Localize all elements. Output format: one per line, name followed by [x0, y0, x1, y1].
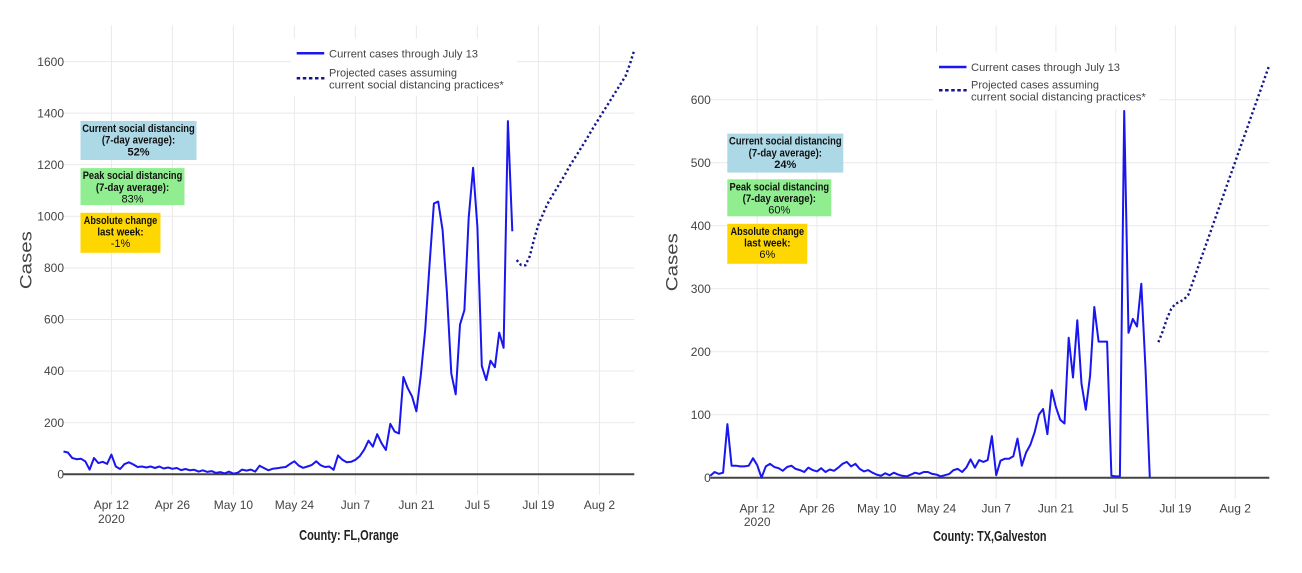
- svg-text:Jun 21: Jun 21: [1038, 501, 1074, 515]
- svg-text:Jul 19: Jul 19: [522, 498, 554, 512]
- svg-text:Apr 12: Apr 12: [94, 498, 130, 512]
- svg-text:current social distancing prac: current social distancing practices*: [971, 91, 1147, 103]
- svg-text:600: 600: [691, 93, 711, 107]
- svg-text:0: 0: [57, 467, 64, 481]
- svg-text:200: 200: [44, 416, 64, 430]
- svg-text:300: 300: [691, 282, 711, 296]
- svg-text:(7-day average):: (7-day average):: [96, 182, 169, 194]
- svg-text:Aug 2: Aug 2: [1220, 501, 1252, 515]
- svg-text:1400: 1400: [37, 106, 64, 120]
- svg-text:Cases: Cases: [17, 231, 36, 289]
- svg-text:May 10: May 10: [857, 501, 897, 515]
- svg-text:Jul 5: Jul 5: [465, 498, 491, 512]
- svg-text:May 24: May 24: [275, 498, 315, 512]
- svg-text:County: FL,Orange: County: FL,Orange: [299, 527, 399, 544]
- svg-text:Jun 7: Jun 7: [982, 501, 1012, 515]
- svg-text:-1%: -1%: [111, 238, 131, 250]
- svg-text:500: 500: [691, 156, 711, 170]
- svg-text:2020: 2020: [744, 515, 771, 529]
- svg-text:2020: 2020: [98, 512, 125, 526]
- svg-text:Projected cases assuming: Projected cases assuming: [971, 80, 1099, 92]
- svg-text:1000: 1000: [37, 210, 64, 224]
- svg-text:Projected cases assuming: Projected cases assuming: [329, 67, 457, 79]
- svg-text:current social distancing prac: current social distancing practices*: [329, 79, 505, 91]
- svg-text:83%: 83%: [121, 194, 143, 206]
- svg-text:Jul 5: Jul 5: [1103, 501, 1129, 515]
- svg-text:Current cases through July 13: Current cases through July 13: [971, 62, 1120, 74]
- svg-text:Jul 19: Jul 19: [1159, 501, 1191, 515]
- svg-text:200: 200: [691, 345, 711, 359]
- svg-text:Current cases through July 13: Current cases through July 13: [329, 48, 478, 60]
- svg-text:400: 400: [691, 219, 711, 233]
- svg-text:Apr 26: Apr 26: [155, 498, 191, 512]
- svg-text:County: TX,Galveston: County: TX,Galveston: [933, 528, 1046, 545]
- svg-text:600: 600: [44, 313, 64, 327]
- svg-text:Apr 26: Apr 26: [799, 501, 835, 515]
- svg-text:1600: 1600: [37, 55, 64, 69]
- svg-text:Cases: Cases: [663, 233, 682, 291]
- svg-text:(7-day average):: (7-day average):: [749, 147, 822, 159]
- svg-text:Jun 7: Jun 7: [341, 498, 371, 512]
- svg-text:Absolute change: Absolute change: [731, 226, 805, 238]
- svg-text:Jun 21: Jun 21: [398, 498, 434, 512]
- svg-text:52%: 52%: [127, 146, 149, 158]
- svg-text:0: 0: [704, 471, 711, 485]
- svg-text:Apr 12: Apr 12: [740, 501, 776, 515]
- svg-text:6%: 6%: [759, 249, 775, 261]
- svg-text:Current social distancing: Current social distancing: [82, 123, 195, 135]
- svg-text:800: 800: [44, 261, 64, 275]
- svg-text:100: 100: [691, 408, 711, 422]
- svg-text:Peak social distancing: Peak social distancing: [83, 170, 183, 182]
- svg-text:1200: 1200: [37, 158, 64, 172]
- svg-text:Absolute change: Absolute change: [84, 215, 158, 227]
- svg-text:May 10: May 10: [214, 498, 254, 512]
- svg-text:Current social distancing: Current social distancing: [729, 136, 842, 148]
- svg-text:24%: 24%: [774, 159, 796, 171]
- svg-text:(7-day average):: (7-day average):: [102, 135, 175, 147]
- svg-text:60%: 60%: [768, 205, 790, 217]
- svg-text:400: 400: [44, 364, 64, 378]
- svg-text:Peak social distancing: Peak social distancing: [730, 181, 830, 193]
- svg-text:last week:: last week:: [97, 227, 143, 239]
- svg-text:last week:: last week:: [744, 238, 790, 250]
- svg-text:(7-day average):: (7-day average):: [743, 193, 816, 205]
- svg-text:Aug 2: Aug 2: [584, 498, 616, 512]
- svg-text:May 24: May 24: [917, 501, 957, 515]
